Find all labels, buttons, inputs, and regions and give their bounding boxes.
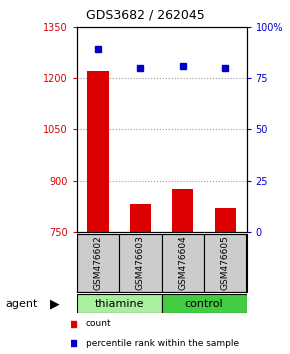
- Text: count: count: [86, 319, 112, 329]
- Bar: [172, 189, 193, 232]
- Text: GSM476604: GSM476604: [178, 235, 187, 290]
- Text: GDS3682 / 262045: GDS3682 / 262045: [86, 9, 204, 22]
- Bar: [162, 234, 204, 292]
- Bar: [215, 208, 236, 232]
- Text: percentile rank within the sample: percentile rank within the sample: [86, 339, 239, 348]
- Text: thiamine: thiamine: [95, 298, 144, 309]
- Text: agent: agent: [6, 298, 38, 309]
- Bar: [162, 294, 246, 313]
- Bar: [88, 71, 109, 232]
- Bar: [77, 234, 119, 292]
- Text: GSM476602: GSM476602: [94, 235, 103, 290]
- Bar: [130, 205, 151, 232]
- Bar: [204, 234, 246, 292]
- Text: ▶: ▶: [50, 297, 60, 310]
- Text: control: control: [185, 298, 223, 309]
- Bar: [119, 234, 162, 292]
- Text: GSM476603: GSM476603: [136, 235, 145, 290]
- Text: GSM476605: GSM476605: [221, 235, 230, 290]
- Bar: [77, 294, 162, 313]
